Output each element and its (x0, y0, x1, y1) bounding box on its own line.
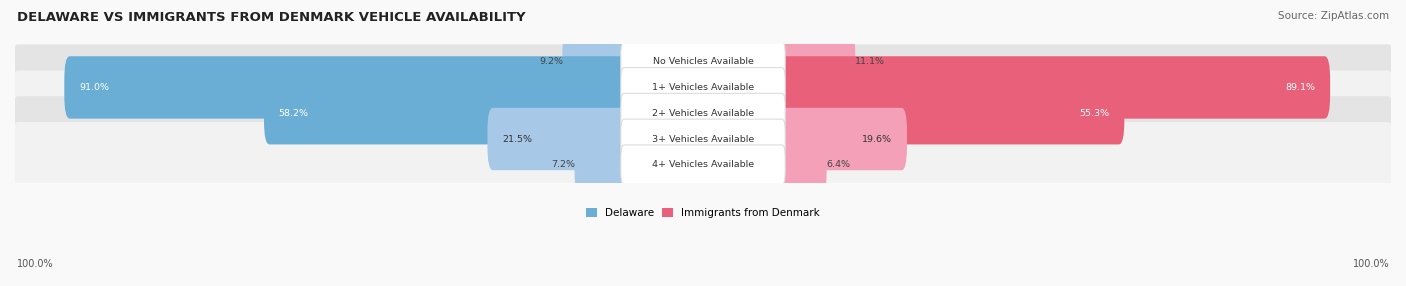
Text: 6.4%: 6.4% (825, 160, 851, 169)
Text: 3+ Vehicles Available: 3+ Vehicles Available (652, 134, 754, 144)
FancyBboxPatch shape (776, 56, 1330, 119)
Text: 7.2%: 7.2% (551, 160, 575, 169)
FancyBboxPatch shape (621, 93, 785, 133)
FancyBboxPatch shape (488, 108, 630, 170)
Text: 100.0%: 100.0% (1353, 259, 1389, 269)
Legend: Delaware, Immigrants from Denmark: Delaware, Immigrants from Denmark (582, 204, 824, 222)
Text: No Vehicles Available: No Vehicles Available (652, 57, 754, 66)
FancyBboxPatch shape (264, 82, 630, 144)
Text: 19.6%: 19.6% (862, 134, 893, 144)
Text: 1+ Vehicles Available: 1+ Vehicles Available (652, 83, 754, 92)
FancyBboxPatch shape (11, 70, 1395, 156)
Text: 4+ Vehicles Available: 4+ Vehicles Available (652, 160, 754, 169)
Text: Source: ZipAtlas.com: Source: ZipAtlas.com (1278, 11, 1389, 21)
Text: DELAWARE VS IMMIGRANTS FROM DENMARK VEHICLE AVAILABILITY: DELAWARE VS IMMIGRANTS FROM DENMARK VEHI… (17, 11, 526, 24)
FancyBboxPatch shape (621, 119, 785, 159)
FancyBboxPatch shape (575, 134, 630, 196)
FancyBboxPatch shape (11, 96, 1395, 182)
Text: 91.0%: 91.0% (79, 83, 108, 92)
FancyBboxPatch shape (11, 45, 1395, 130)
Text: 11.1%: 11.1% (855, 57, 884, 66)
FancyBboxPatch shape (776, 82, 1125, 144)
FancyBboxPatch shape (11, 19, 1395, 104)
FancyBboxPatch shape (11, 122, 1395, 208)
Text: 2+ Vehicles Available: 2+ Vehicles Available (652, 109, 754, 118)
Text: 21.5%: 21.5% (502, 134, 531, 144)
Text: 9.2%: 9.2% (538, 57, 562, 66)
FancyBboxPatch shape (621, 67, 785, 107)
FancyBboxPatch shape (776, 108, 907, 170)
FancyBboxPatch shape (562, 30, 630, 93)
Text: 58.2%: 58.2% (278, 109, 309, 118)
FancyBboxPatch shape (65, 56, 630, 119)
FancyBboxPatch shape (776, 30, 855, 93)
FancyBboxPatch shape (621, 42, 785, 82)
Text: 89.1%: 89.1% (1285, 83, 1316, 92)
Text: 100.0%: 100.0% (17, 259, 53, 269)
Text: 55.3%: 55.3% (1080, 109, 1109, 118)
FancyBboxPatch shape (776, 134, 827, 196)
FancyBboxPatch shape (621, 145, 785, 185)
